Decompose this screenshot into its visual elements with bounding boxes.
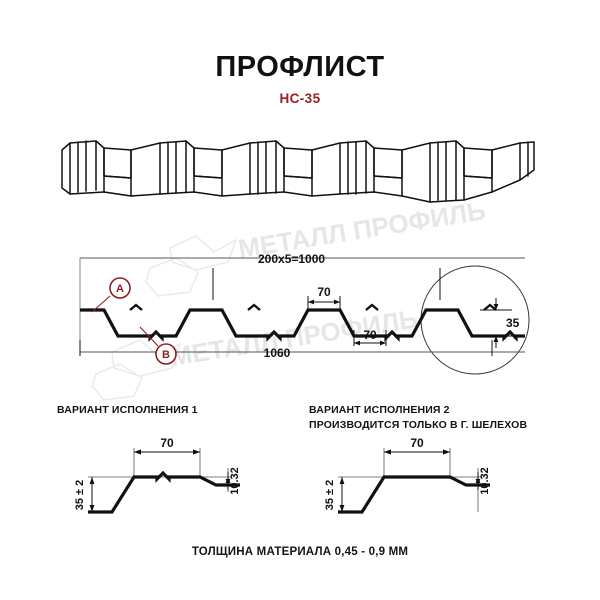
marker-b-label: B: [162, 349, 170, 361]
variant-2-dim-thickness-label: 10.32: [479, 467, 491, 495]
dim-overall-width: [79, 340, 493, 356]
variant-1-profile: [88, 470, 240, 514]
title-block: ПРОФЛИСТ НС-35: [0, 51, 600, 107]
variant-1-dim-flange-label: 70: [160, 436, 174, 450]
variant-2-caption-line-2: ПРОИЗВОДИТСЯ ТОЛЬКО В Г. ШЕЛЕХОВ: [309, 419, 528, 432]
marker-a-label: A: [116, 283, 124, 295]
dim-top-flange-label: 70: [317, 285, 331, 299]
dim-height-label: 35: [506, 316, 520, 330]
marker-a: A: [91, 277, 131, 313]
profile-crest-notches: [129, 303, 497, 311]
dim-overall-width-label: 1060: [264, 346, 291, 360]
variant-2-dim-thickness: [475, 472, 481, 490]
variant-2-caption-line-1: ВАРИАНТ ИСПОЛНЕНИЯ 2: [309, 404, 450, 416]
dim-bottom-flange: [353, 330, 387, 346]
dim-pitch-total: [212, 268, 441, 300]
variant-2-dim-height: [339, 477, 345, 512]
profile-polyline: [80, 308, 525, 342]
variant-1-caption: ВАРИАНТ ИСПОЛНЕНИЯ 1: [57, 403, 198, 418]
dim-height: [480, 298, 512, 348]
dim-top-flange: [307, 296, 341, 312]
page-title: ПРОФЛИСТ: [215, 51, 385, 83]
variant-2-dim-height-label: 35 ± 2: [324, 480, 336, 511]
product-code: НС-35: [279, 91, 321, 107]
variant-2-dim-flange-label: 70: [410, 436, 424, 450]
material-thickness-note: ТОЛЩИНА МАТЕРИАЛА 0,45 - 0,9 ММ: [191, 546, 409, 558]
dim-bottom-flange-label: 70: [363, 328, 377, 342]
variant-2-profile: [338, 475, 490, 514]
variant-1-dim-height: [89, 477, 95, 512]
dim-pitch-total-label: 200x5=1000: [258, 252, 325, 266]
variant-1-dim-thickness-label: 10.32: [229, 467, 241, 495]
variant-1-dim-thickness: [225, 472, 231, 490]
variant-2-dim-flange: [384, 449, 450, 455]
variant-1-dim-height-label: 35 ± 2: [74, 480, 86, 511]
variant-1-caption-line-1: ВАРИАНТ ИСПОЛНЕНИЯ 1: [57, 404, 198, 416]
variant-2-caption: ВАРИАНТ ИСПОЛНЕНИЯ 2 ПРОИЗВОДИТСЯ ТОЛЬКО…: [309, 403, 527, 433]
variant-1-dim-flange: [134, 449, 200, 455]
marker-b: B: [139, 326, 177, 365]
